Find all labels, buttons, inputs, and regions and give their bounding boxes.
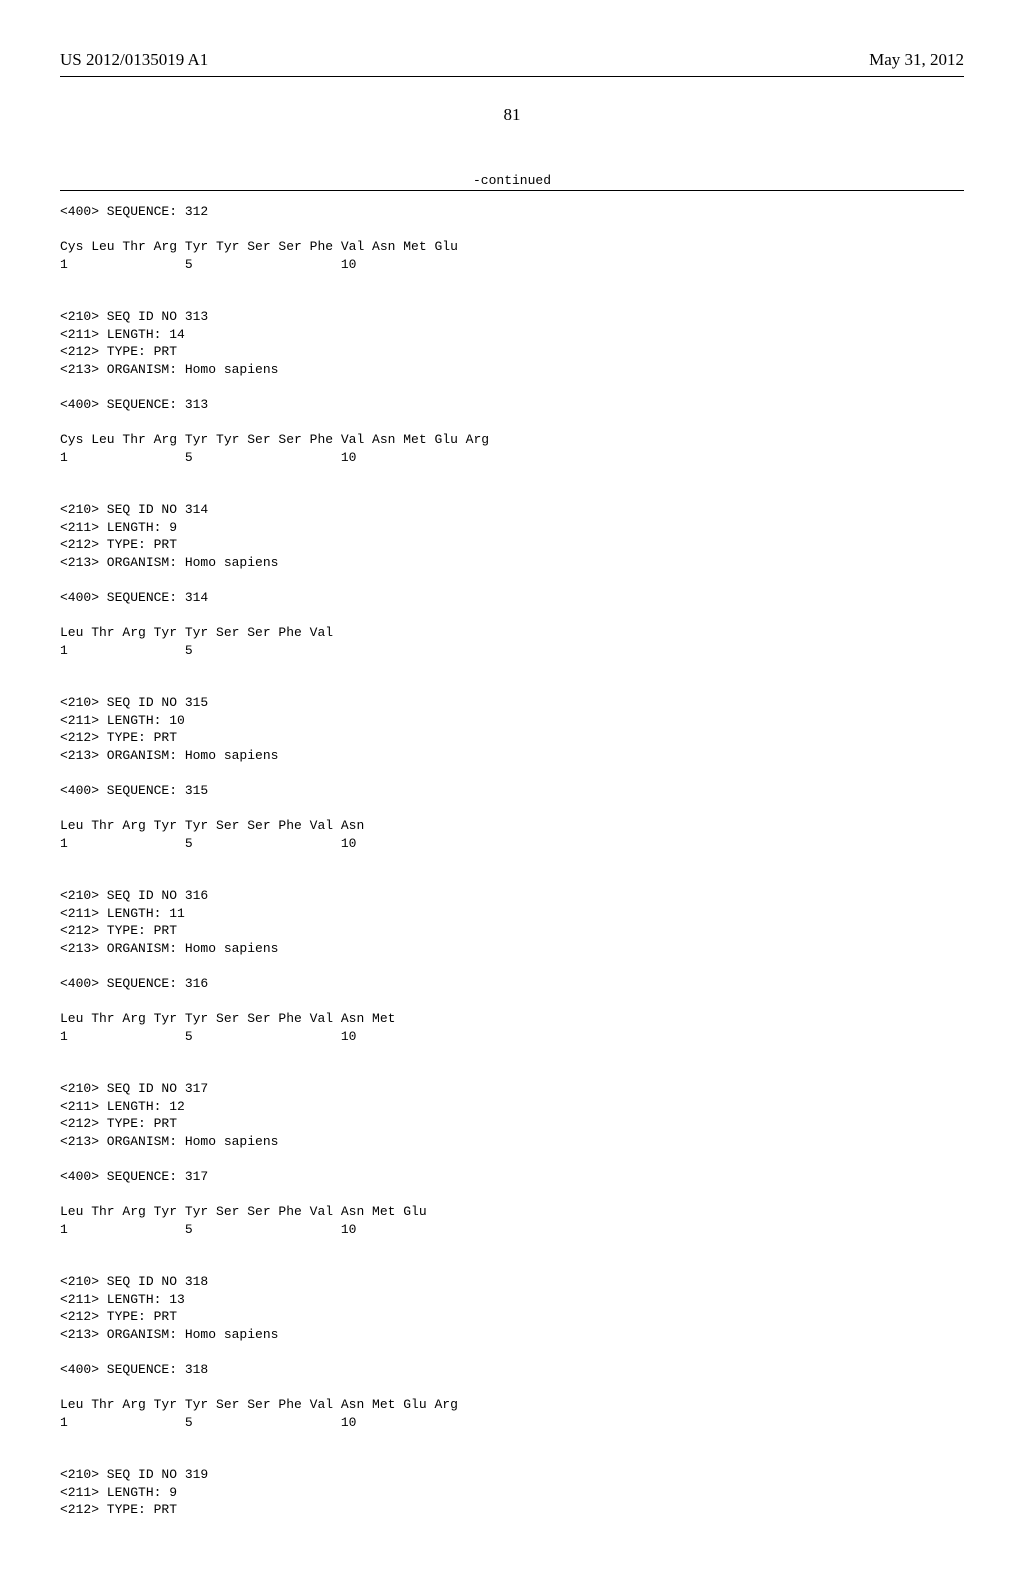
page-number: 81 xyxy=(60,105,964,125)
header-rule xyxy=(60,76,964,77)
page-header: US 2012/0135019 A1 May 31, 2012 xyxy=(60,50,964,70)
publication-number: US 2012/0135019 A1 xyxy=(60,50,208,70)
continued-label: -continued xyxy=(60,173,964,188)
publication-date: May 31, 2012 xyxy=(869,50,964,70)
patent-page: US 2012/0135019 A1 May 31, 2012 81 -cont… xyxy=(0,0,1024,1569)
